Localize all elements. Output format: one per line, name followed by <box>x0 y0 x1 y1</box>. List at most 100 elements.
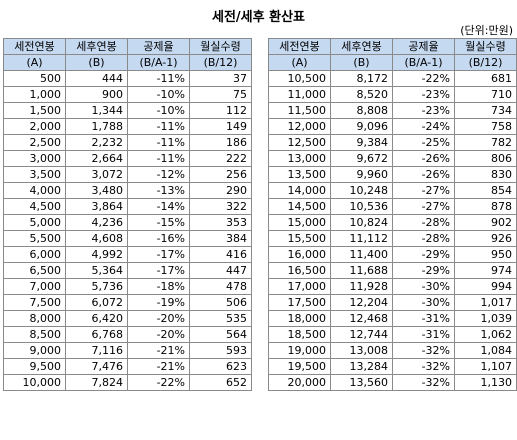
table-row: 13,000 9,672 -26% 806 <box>268 150 517 167</box>
table-row: 14,000 10,248 -27% 854 <box>268 182 517 199</box>
table-row: 12,000 9,096 -24% 758 <box>268 118 517 135</box>
cell-deduction-rate: -16% <box>127 230 190 247</box>
cell-post-tax: 9,384 <box>330 134 393 151</box>
cell-monthly-net: 902 <box>454 214 517 231</box>
cell-post-tax: 6,072 <box>65 294 128 311</box>
cell-monthly-net: 222 <box>189 150 252 167</box>
cell-pre-tax: 4,500 <box>3 198 66 215</box>
table-row: 10,500 8,172 -22% 681 <box>268 70 517 87</box>
table-row: 15,500 11,112 -28% 926 <box>268 230 517 247</box>
cell-deduction-rate: -26% <box>392 166 455 183</box>
cell-pre-tax: 10,500 <box>268 70 331 87</box>
cell-pre-tax: 8,000 <box>3 310 66 327</box>
cell-pre-tax: 7,000 <box>3 278 66 295</box>
cell-monthly-net: 623 <box>189 358 252 375</box>
conversion-table-right: 세전연봉 세후연봉 공제율 월실수령 (A) (B) (B/A-1) (B/12… <box>268 38 517 391</box>
cell-post-tax: 4,992 <box>65 246 128 263</box>
header-pre-tax-formula: (A) <box>268 54 331 71</box>
table-row: 3,000 2,664 -11% 222 <box>3 150 252 167</box>
cell-monthly-net: 974 <box>454 262 517 279</box>
cell-post-tax: 4,236 <box>65 214 128 231</box>
cell-monthly-net: 950 <box>454 246 517 263</box>
cell-deduction-rate: -29% <box>392 246 455 263</box>
cell-post-tax: 7,824 <box>65 374 128 391</box>
cell-pre-tax: 3,500 <box>3 166 66 183</box>
cell-pre-tax: 6,000 <box>3 246 66 263</box>
table-row: 8,000 6,420 -20% 535 <box>3 310 252 327</box>
cell-deduction-rate: -26% <box>392 150 455 167</box>
header-post-tax: 세후연봉 <box>65 38 128 55</box>
cell-post-tax: 10,248 <box>330 182 393 199</box>
table-row: 16,500 11,688 -29% 974 <box>268 262 517 279</box>
cell-pre-tax: 2,500 <box>3 134 66 151</box>
header-post-tax: 세후연봉 <box>330 38 393 55</box>
cell-deduction-rate: -21% <box>127 342 190 359</box>
cell-monthly-net: 535 <box>189 310 252 327</box>
cell-post-tax: 5,736 <box>65 278 128 295</box>
cell-pre-tax: 18,000 <box>268 310 331 327</box>
cell-pre-tax: 6,500 <box>3 262 66 279</box>
cell-monthly-net: 256 <box>189 166 252 183</box>
cell-pre-tax: 13,000 <box>268 150 331 167</box>
header-monthly-net-formula: (B/12) <box>189 54 252 71</box>
cell-pre-tax: 11,500 <box>268 102 331 119</box>
cell-monthly-net: 416 <box>189 246 252 263</box>
header-deduction-rate-formula: (B/A-1) <box>127 54 190 71</box>
cell-monthly-net: 149 <box>189 118 252 135</box>
cell-deduction-rate: -17% <box>127 246 190 263</box>
cell-post-tax: 9,672 <box>330 150 393 167</box>
cell-deduction-rate: -10% <box>127 86 190 103</box>
cell-post-tax: 13,284 <box>330 358 393 375</box>
table-row: 3,500 3,072 -12% 256 <box>3 166 252 183</box>
cell-pre-tax: 12,500 <box>268 134 331 151</box>
header-row-top: 세전연봉 세후연봉 공제율 월실수령 <box>3 38 252 55</box>
cell-monthly-net: 1,130 <box>454 374 517 391</box>
table-row: 6,000 4,992 -17% 416 <box>3 246 252 263</box>
header-pre-tax: 세전연봉 <box>3 38 66 55</box>
cell-deduction-rate: -30% <box>392 278 455 295</box>
cell-post-tax: 13,560 <box>330 374 393 391</box>
cell-pre-tax: 5,500 <box>3 230 66 247</box>
cell-pre-tax: 18,500 <box>268 326 331 343</box>
cell-post-tax: 12,744 <box>330 326 393 343</box>
cell-monthly-net: 1,017 <box>454 294 517 311</box>
header-monthly-net-formula: (B/12) <box>454 54 517 71</box>
cell-post-tax: 12,468 <box>330 310 393 327</box>
table-row: 2,000 1,788 -11% 149 <box>3 118 252 135</box>
table-row: 6,500 5,364 -17% 447 <box>3 262 252 279</box>
cell-monthly-net: 353 <box>189 214 252 231</box>
cell-deduction-rate: -11% <box>127 134 190 151</box>
cell-pre-tax: 16,000 <box>268 246 331 263</box>
cell-monthly-net: 1,062 <box>454 326 517 343</box>
cell-post-tax: 13,008 <box>330 342 393 359</box>
cell-deduction-rate: -28% <box>392 214 455 231</box>
cell-post-tax: 2,664 <box>65 150 128 167</box>
cell-pre-tax: 1,500 <box>3 102 66 119</box>
cell-pre-tax: 10,000 <box>3 374 66 391</box>
cell-post-tax: 4,608 <box>65 230 128 247</box>
cell-deduction-rate: -17% <box>127 262 190 279</box>
cell-post-tax: 11,400 <box>330 246 393 263</box>
cell-monthly-net: 652 <box>189 374 252 391</box>
header-row-top: 세전연봉 세후연봉 공제율 월실수령 <box>268 38 517 55</box>
cell-pre-tax: 19,000 <box>268 342 331 359</box>
cell-monthly-net: 112 <box>189 102 252 119</box>
cell-pre-tax: 4,000 <box>3 182 66 199</box>
table-row: 18,000 12,468 -31% 1,039 <box>268 310 517 327</box>
cell-deduction-rate: -15% <box>127 214 190 231</box>
table-row: 16,000 11,400 -29% 950 <box>268 246 517 263</box>
cell-monthly-net: 806 <box>454 150 517 167</box>
cell-post-tax: 7,476 <box>65 358 128 375</box>
cell-monthly-net: 447 <box>189 262 252 279</box>
header-monthly-net: 월실수령 <box>189 38 252 55</box>
cell-deduction-rate: -22% <box>392 70 455 87</box>
cell-deduction-rate: -11% <box>127 150 190 167</box>
header-deduction-rate: 공제율 <box>392 38 455 55</box>
cell-monthly-net: 384 <box>189 230 252 247</box>
cell-post-tax: 11,112 <box>330 230 393 247</box>
cell-pre-tax: 500 <box>3 70 66 87</box>
table-row: 9,000 7,116 -21% 593 <box>3 342 252 359</box>
cell-monthly-net: 290 <box>189 182 252 199</box>
cell-monthly-net: 478 <box>189 278 252 295</box>
cell-monthly-net: 878 <box>454 198 517 215</box>
